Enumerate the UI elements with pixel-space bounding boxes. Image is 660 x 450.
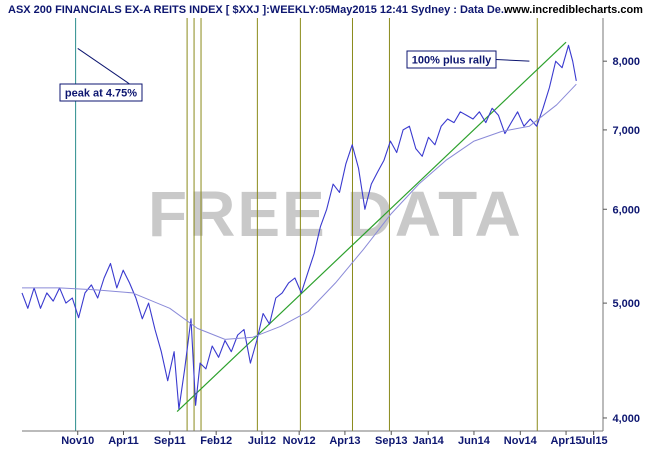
x-tick-label: Sep13 [375,435,407,447]
annotation-label-rally: 100% plus rally [412,55,492,67]
x-tick-label: Sep11 [154,435,186,447]
series-layer [21,41,577,413]
x-tick-label: Jun14 [458,435,491,447]
annotation-box-rally [406,50,497,69]
x-tick-label: Jul15 [580,435,608,447]
y-tick-label: 8,000 [612,56,640,68]
moving-average-line [22,83,577,340]
annotation-box-peak [59,83,143,102]
trendline [176,41,567,413]
annotations: peak at 4.75% 100% plus rally [59,48,530,102]
site-url: www.incrediblecharts.com [503,4,643,16]
x-tick-label: Jul12 [248,435,276,447]
watermark: FREE DATA [148,178,523,250]
x-tick-label: Feb12 [200,435,232,447]
y-tick-label: 4,000 [612,413,640,425]
x-tick-label: Nov14 [504,435,538,447]
price-line [21,44,577,410]
x-tick-label: Nov12 [283,435,316,447]
x-tick-label: Jan14 [413,435,445,447]
x-tick-label: Apr15 [550,435,581,447]
annotation-leader-rally [495,59,530,62]
y-tick-label: 7,000 [612,125,640,137]
x-tick-label: Apr13 [329,435,360,447]
y-axis-ticks: 4,000 5,000 6,000 7,000 8,000 [603,56,640,425]
y-tick-label: 6,000 [612,204,640,216]
chart-title: ASX 200 FINANCIALS EX-A REITS INDEX [ $X… [8,4,507,16]
annotation-label-peak: peak at 4.75% [65,88,137,100]
x-tick-label: Nov10 [61,435,94,447]
x-tick-label: Apr11 [108,435,139,447]
y-tick-label: 5,000 [612,298,640,310]
x-axis-ticks: Nov10 Apr11 Sep11 Feb12 Jul12 Nov12 Apr13 Sep13… [61,431,608,447]
